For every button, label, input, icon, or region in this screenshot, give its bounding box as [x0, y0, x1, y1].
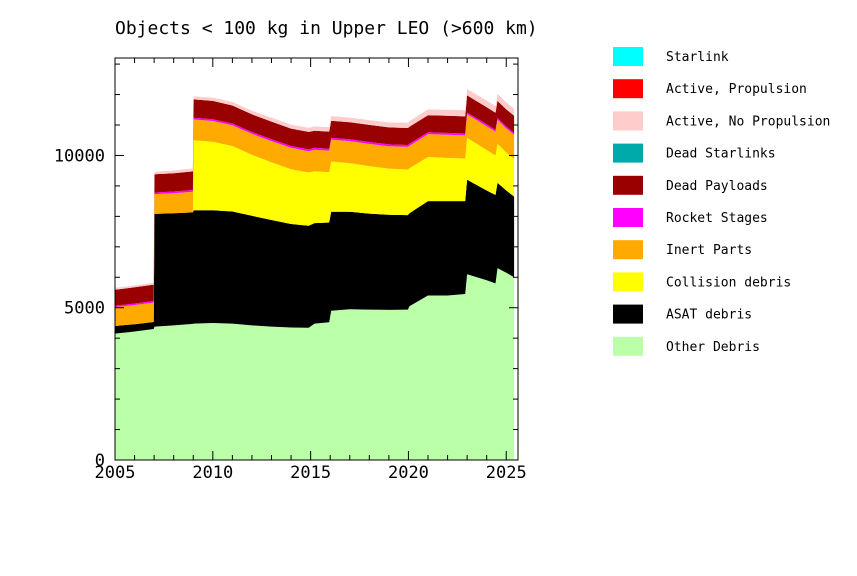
legend-label: Collision debris [666, 275, 791, 290]
x-tick-label: 2010 [192, 463, 233, 483]
legend-swatch [613, 240, 643, 260]
legend-swatch [613, 111, 643, 131]
legend-label: Dead Payloads [666, 179, 768, 194]
legend-swatch [613, 304, 643, 324]
legend-swatch [613, 272, 643, 292]
chart-title: Objects < 100 kg in Upper LEO (>600 km) [115, 18, 538, 39]
legend-label: Active, Propulsion [666, 82, 807, 97]
x-axis-ticks: 2005 2010 2015 2020 2025 [95, 58, 527, 483]
area-series-asat-debris [115, 179, 515, 334]
legend-swatch [613, 208, 643, 227]
x-tick-label: 2015 [290, 463, 331, 483]
legend-label: Inert Parts [666, 243, 752, 258]
legend-swatch [613, 79, 643, 99]
legend-label: Starlink [666, 50, 729, 65]
legend-label: ASAT debris [666, 308, 752, 323]
legend: Starlink Active, Propulsion Active, No Pro… [613, 47, 830, 356]
stacked-areas [115, 89, 515, 460]
legend-label: Other Debris [666, 340, 760, 355]
x-tick-label: 2005 [95, 463, 136, 483]
legend-swatch [613, 336, 643, 356]
plot-frame [114, 57, 519, 461]
legend-label: Active, No Propulsion [666, 114, 830, 129]
legend-swatch [613, 143, 643, 163]
legend-swatch [613, 175, 643, 195]
legend-label: Rocket Stages [666, 211, 768, 226]
area-series-collision-debris [115, 137, 515, 326]
x-tick-label: 2025 [486, 463, 527, 483]
y-tick-label: 0 [95, 451, 105, 471]
area-series-inert-parts [115, 114, 515, 326]
y-tick-label: 5000 [64, 299, 105, 319]
axes [114, 57, 519, 461]
area-series-other-debris [115, 268, 515, 460]
x-tick-label: 2020 [388, 463, 429, 483]
legend-swatch [613, 47, 643, 66]
legend-label: Dead Starlinks [666, 147, 776, 162]
y-tick-label: 10000 [54, 146, 105, 166]
area-series-dead-payloads [115, 95, 515, 306]
y-axis-ticks: 0 5000 10000 [54, 63, 518, 471]
area-series-active-no-propulsion [115, 89, 515, 290]
